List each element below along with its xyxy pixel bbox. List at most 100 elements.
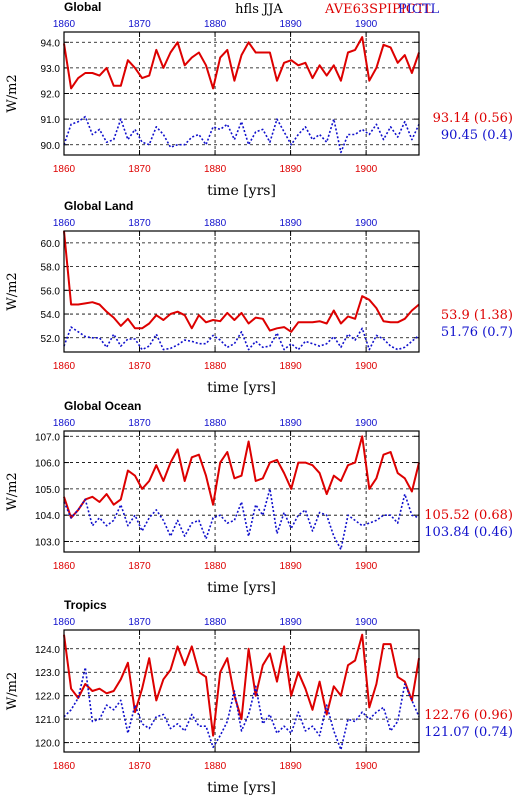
case-label: AVE63SPIPICTL bbox=[324, 2, 433, 17]
y-axis-label: W/m2 bbox=[5, 74, 20, 112]
y-tick-label: 56.0 bbox=[41, 286, 61, 297]
y-tick-label: 93.0 bbox=[41, 64, 61, 75]
panels: Global 1860 1860 1870 1870 1880 1880 1890 1890 19… bbox=[5, 0, 513, 796]
x-tick-label-bottom: 1900 bbox=[355, 761, 378, 772]
x-tick-label-top: 1870 bbox=[128, 218, 151, 229]
series-mean-label: 103.84 (0.46) bbox=[424, 525, 513, 540]
panel-global-ocean: Global Ocean 1860 1860 1870 1870 1880 1880 1890… bbox=[5, 399, 513, 596]
x-tick-label-bottom: 1870 bbox=[128, 361, 151, 372]
x-tick-label-bottom: 1870 bbox=[128, 164, 151, 175]
series-line-ave63spipi bbox=[63, 633, 420, 737]
y-tick-label: 105.0 bbox=[35, 485, 60, 496]
x-tick-label-bottom: 1900 bbox=[355, 361, 378, 372]
x-tick-label-top: 1860 bbox=[53, 218, 76, 229]
y-tick-label: 104.0 bbox=[35, 511, 60, 522]
y-tick-label: 94.0 bbox=[41, 38, 61, 49]
y-tick-label: 90.0 bbox=[41, 141, 61, 152]
x-axis-label: time [yrs] bbox=[207, 183, 276, 199]
panel-global: Global 1860 1860 1870 1870 1880 1880 1890 1890 19… bbox=[5, 0, 513, 199]
x-tick-label-bottom: 1870 bbox=[128, 561, 151, 572]
series-mean-label: 90.45 (0.4) bbox=[441, 128, 513, 143]
x-tick-label-bottom: 1860 bbox=[53, 561, 76, 572]
series-line-pictl bbox=[63, 115, 420, 154]
y-tick-label: 52.0 bbox=[41, 334, 61, 345]
plot-frame bbox=[63, 31, 420, 156]
y-tick-label: 120.0 bbox=[35, 739, 60, 750]
x-tick-label-top: 1900 bbox=[355, 617, 378, 628]
x-tick-label-bottom: 1880 bbox=[204, 164, 227, 175]
x-tick-label-top: 1890 bbox=[279, 19, 302, 30]
x-tick-label-bottom: 1860 bbox=[53, 761, 76, 772]
y-tick-label: 91.0 bbox=[41, 115, 61, 126]
x-tick-label-top: 1860 bbox=[53, 418, 76, 429]
panel-title: Global bbox=[64, 0, 101, 14]
x-tick-label-bottom: 1860 bbox=[53, 361, 76, 372]
x-tick-label-top: 1900 bbox=[355, 218, 378, 229]
x-axis-label: time [yrs] bbox=[207, 580, 276, 596]
x-tick-label-top: 1870 bbox=[128, 19, 151, 30]
y-tick-label: 123.0 bbox=[35, 668, 60, 679]
plot-frame bbox=[63, 230, 420, 353]
series-mean-label: 51.76 (0.7) bbox=[441, 325, 513, 340]
x-axis-label: time [yrs] bbox=[207, 780, 276, 796]
y-axis-label: W/m2 bbox=[5, 272, 20, 310]
x-tick-label-bottom: 1870 bbox=[128, 761, 151, 772]
series-line-ave63spipi bbox=[63, 435, 420, 519]
case-overprint: PICTL bbox=[398, 2, 440, 17]
series-mean-label: 53.9 (1.38) bbox=[441, 308, 513, 323]
series-line-ave63spipi bbox=[63, 230, 420, 333]
x-tick-label-bottom: 1900 bbox=[355, 164, 378, 175]
series-line-ave63spipi bbox=[63, 36, 420, 90]
y-tick-label: 60.0 bbox=[41, 239, 61, 250]
panel-tropics: Tropics 1860 1860 1870 1870 1880 1880 1890 1890 1… bbox=[5, 598, 513, 796]
y-tick-label: 54.0 bbox=[41, 310, 61, 321]
y-tick-label: 122.0 bbox=[35, 692, 60, 703]
series-mean-label: 105.52 (0.68) bbox=[424, 508, 513, 523]
panel-title: Global Ocean bbox=[64, 399, 141, 413]
x-tick-label-bottom: 1890 bbox=[279, 164, 302, 175]
x-tick-label-bottom: 1880 bbox=[204, 361, 227, 372]
x-tick-label-top: 1880 bbox=[204, 19, 227, 30]
panel-title: Tropics bbox=[64, 598, 107, 612]
x-tick-label-bottom: 1900 bbox=[355, 561, 378, 572]
y-tick-label: 107.0 bbox=[35, 432, 60, 443]
series-mean-label: 122.76 (0.96) bbox=[424, 708, 513, 723]
x-tick-label-top: 1880 bbox=[204, 218, 227, 229]
x-tick-label-bottom: 1860 bbox=[53, 164, 76, 175]
series-mean-label: 121.07 (0.74) bbox=[424, 725, 513, 740]
plot-frame bbox=[63, 430, 420, 553]
series-line-pictl bbox=[63, 326, 420, 351]
y-tick-label: 106.0 bbox=[35, 459, 60, 470]
plot-frame bbox=[63, 629, 420, 753]
x-tick-label-bottom: 1880 bbox=[204, 561, 227, 572]
center-title: hfls JJA bbox=[235, 2, 283, 17]
panel-title: Global Land bbox=[64, 199, 133, 213]
panel-global-land: Global Land 1860 1860 1870 1870 1880 1880 1890 1… bbox=[5, 199, 513, 396]
y-tick-label: 124.0 bbox=[35, 645, 60, 656]
y-tick-label: 121.0 bbox=[35, 715, 60, 726]
x-tick-label-top: 1880 bbox=[204, 617, 227, 628]
x-tick-label-top: 1890 bbox=[279, 218, 302, 229]
y-tick-label: 92.0 bbox=[41, 90, 61, 101]
x-tick-label-top: 1870 bbox=[128, 617, 151, 628]
x-tick-label-bottom: 1890 bbox=[279, 561, 302, 572]
x-tick-label-top: 1870 bbox=[128, 418, 151, 429]
x-tick-label-top: 1900 bbox=[355, 418, 378, 429]
y-axis-label: W/m2 bbox=[5, 672, 20, 710]
y-tick-label: 58.0 bbox=[41, 263, 61, 274]
x-tick-label-top: 1900 bbox=[355, 19, 378, 30]
series-mean-label: 93.14 (0.56) bbox=[433, 111, 513, 126]
x-axis-label: time [yrs] bbox=[207, 380, 276, 396]
y-tick-label: 103.0 bbox=[35, 537, 60, 548]
y-axis-label: W/m2 bbox=[5, 472, 20, 510]
x-tick-label-top: 1880 bbox=[204, 418, 227, 429]
x-tick-label-top: 1860 bbox=[53, 617, 76, 628]
x-tick-label-bottom: 1890 bbox=[279, 361, 302, 372]
x-tick-label-bottom: 1880 bbox=[204, 761, 227, 772]
series-line-pictl bbox=[63, 666, 420, 751]
x-tick-label-top: 1860 bbox=[53, 19, 76, 30]
x-tick-label-bottom: 1890 bbox=[279, 761, 302, 772]
x-tick-label-top: 1890 bbox=[279, 617, 302, 628]
x-tick-label-top: 1890 bbox=[279, 418, 302, 429]
